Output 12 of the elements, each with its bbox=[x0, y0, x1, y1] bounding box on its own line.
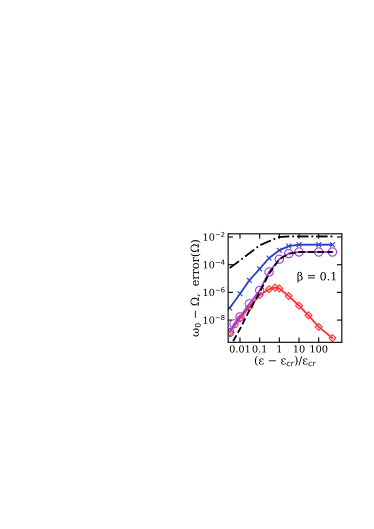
y-axis-title: ω$_{0}$ − Ω, error(Ω) bbox=[190, 240, 201, 336]
y-tick-label: 10$^{−6}$ bbox=[204, 287, 225, 296]
y-tick-label: 10$^{−2}$ bbox=[204, 232, 224, 241]
x-tick-label: 0.01 bbox=[230, 345, 250, 353]
x-tick-label: 0.1 bbox=[252, 345, 266, 353]
x-tick-label: 1 bbox=[277, 345, 282, 352]
x-tick-label: 100 bbox=[310, 345, 328, 353]
annotation: β = 0.1 bbox=[298, 272, 336, 283]
y-tick-label: 10$^{−8}$ bbox=[204, 314, 225, 324]
x-tick-label: 10 bbox=[294, 345, 305, 353]
x-axis-title: (ε − ε$_{cr}$)/ε$_{cr}$ bbox=[254, 356, 316, 366]
y-tick-label: 10$^{−4}$ bbox=[204, 260, 225, 268]
